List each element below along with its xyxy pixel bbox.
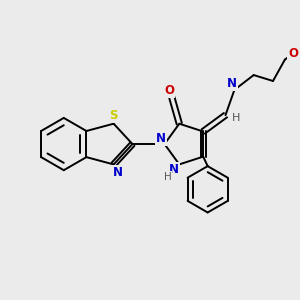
Text: N: N: [156, 132, 166, 145]
Text: H: H: [164, 172, 171, 182]
Text: N: N: [169, 163, 179, 176]
Text: S: S: [109, 109, 117, 122]
Text: N: N: [227, 77, 237, 90]
Text: O: O: [164, 84, 174, 97]
Text: N: N: [113, 166, 123, 179]
Text: O: O: [288, 47, 298, 60]
Text: H: H: [232, 113, 240, 123]
